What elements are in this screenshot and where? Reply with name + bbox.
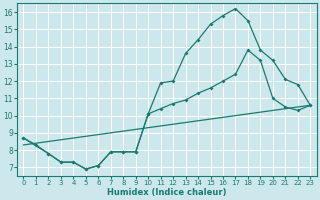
X-axis label: Humidex (Indice chaleur): Humidex (Indice chaleur) xyxy=(107,188,227,197)
